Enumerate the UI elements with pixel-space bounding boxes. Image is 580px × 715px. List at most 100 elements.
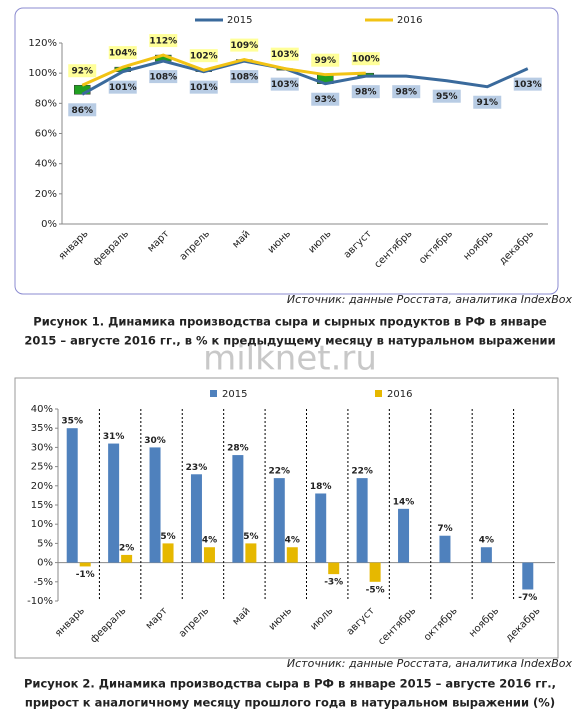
value-label: 14% (393, 497, 415, 507)
label-box (68, 64, 97, 78)
value-label: 108% (230, 73, 258, 83)
source: Источник: данные Росстата, аналитика Ind… (287, 657, 573, 670)
label-box (189, 49, 218, 63)
value-label: 109% (230, 41, 258, 51)
bar (286, 547, 298, 563)
chart-frame (14, 377, 559, 659)
label-box (311, 53, 340, 67)
y-tick-label: 80% (35, 98, 57, 109)
y-tick-label: 20% (35, 189, 57, 200)
bar (232, 455, 244, 563)
y-tick-label: 40% (35, 159, 57, 170)
bar (66, 428, 78, 563)
y-tick-label: 5% (37, 538, 53, 549)
y-tick-label: 25% (31, 462, 53, 473)
bar (162, 543, 174, 563)
y-tick-label: -5% (34, 577, 53, 588)
value-label: 4% (479, 536, 494, 546)
y-tick-label: 100% (28, 68, 57, 79)
value-label: -3% (324, 578, 343, 588)
legend-swatch (210, 390, 217, 397)
value-label: 103% (514, 80, 542, 90)
y-tick-label: 30% (31, 442, 53, 453)
y-tick-label: 0% (41, 219, 57, 230)
legend-label: 2015 (227, 15, 252, 26)
value-label: 112% (149, 37, 177, 47)
y-tick-label: 15% (31, 500, 53, 511)
label-box (108, 80, 137, 94)
y-tick-label: 10% (31, 519, 53, 530)
label-box (351, 52, 380, 66)
y-tick-label: 40% (31, 404, 53, 415)
value-label: -7% (518, 593, 537, 603)
label-box (392, 85, 421, 99)
value-label: 108% (149, 73, 177, 83)
caption: 2015 – августе 2016 гг., в % к предыдуще… (24, 334, 555, 348)
value-label: 5% (160, 532, 175, 542)
value-label: 22% (269, 467, 291, 477)
bar (480, 547, 492, 563)
bar (121, 554, 133, 563)
y-tick-label: 120% (28, 38, 57, 49)
bar (398, 508, 410, 563)
label-box (108, 46, 137, 60)
legend-label: 2016 (397, 15, 422, 26)
bar (245, 543, 257, 563)
label-box (432, 89, 461, 103)
value-label: 101% (109, 83, 137, 93)
bar (203, 547, 215, 563)
source: Источник: данные Росстата, аналитика Ind… (287, 293, 573, 306)
label-box (473, 95, 502, 109)
caption: Рисунок 2. Динамика производства сыра в … (24, 677, 556, 691)
value-label: 4% (202, 536, 217, 546)
value-label: 4% (285, 536, 300, 546)
bar (522, 562, 534, 590)
value-label: 35% (61, 417, 83, 427)
value-label: 99% (314, 56, 336, 66)
value-label: 103% (271, 80, 299, 90)
value-label: 18% (310, 482, 332, 492)
caption: прирост к аналогичному месяцу прошлого г… (25, 696, 555, 710)
bar (369, 562, 381, 582)
value-label: 92% (71, 67, 93, 77)
value-label: 93% (314, 95, 336, 105)
line (81, 59, 529, 96)
value-label: 23% (186, 463, 208, 473)
bar (190, 474, 202, 563)
value-label: 98% (355, 88, 377, 98)
value-label: 30% (144, 436, 166, 446)
bar (149, 447, 161, 563)
label-box (513, 77, 542, 91)
value-label: 31% (103, 432, 125, 442)
value-label: 101% (190, 83, 218, 93)
label-box (351, 85, 380, 99)
y-tick-label: -10% (27, 596, 53, 607)
bar (108, 443, 120, 563)
label-box (230, 38, 259, 52)
value-label: 100% (352, 55, 380, 65)
value-label: 2% (119, 543, 134, 553)
value-label: -1% (76, 570, 95, 580)
label-box (311, 92, 340, 106)
label-box (149, 70, 178, 84)
bar (315, 493, 327, 563)
y-tick-label: 20% (31, 481, 53, 492)
value-label: 91% (476, 98, 498, 108)
value-label: -5% (366, 585, 385, 595)
label-box (270, 47, 299, 61)
y-tick-label: 35% (31, 423, 53, 434)
value-label: 22% (351, 467, 373, 477)
value-label: 95% (436, 92, 458, 102)
label-box (270, 77, 299, 91)
value-label: 102% (190, 52, 218, 62)
legend-swatch (375, 390, 382, 397)
y-tick-label: 60% (35, 129, 57, 140)
bar (79, 562, 91, 567)
legend-label: 2015 (222, 389, 247, 400)
watermark: milknet.ru (203, 339, 377, 379)
value-label: 7% (437, 524, 452, 534)
legend-label: 2016 (387, 389, 412, 400)
label-box (68, 103, 97, 117)
value-label: 104% (109, 49, 137, 59)
